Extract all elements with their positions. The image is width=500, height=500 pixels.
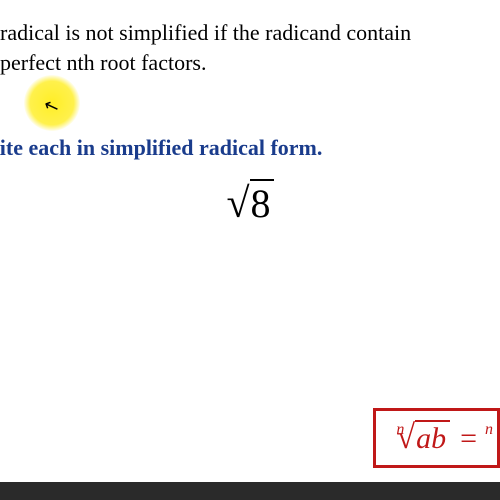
root-index-right: n bbox=[485, 421, 493, 438]
definition-line-2: perfect nth root factors. bbox=[0, 50, 206, 76]
root-arg-left: ab bbox=[415, 420, 450, 455]
definition-line-1: radical is not simplified if the radican… bbox=[0, 20, 411, 46]
instruction-text: rite each in simplified radical form. bbox=[0, 135, 322, 161]
formula-box: n√ab=n bbox=[373, 408, 500, 468]
radicand: 8 bbox=[250, 179, 274, 226]
main-expression: √8 bbox=[0, 180, 500, 228]
sqrt-icon: √ bbox=[226, 181, 249, 227]
slide-content: radical is not simplified if the radican… bbox=[0, 0, 500, 500]
equals-sign: = bbox=[450, 422, 483, 455]
player-bar[interactable] bbox=[0, 482, 500, 500]
root-index-left: n bbox=[396, 421, 404, 438]
